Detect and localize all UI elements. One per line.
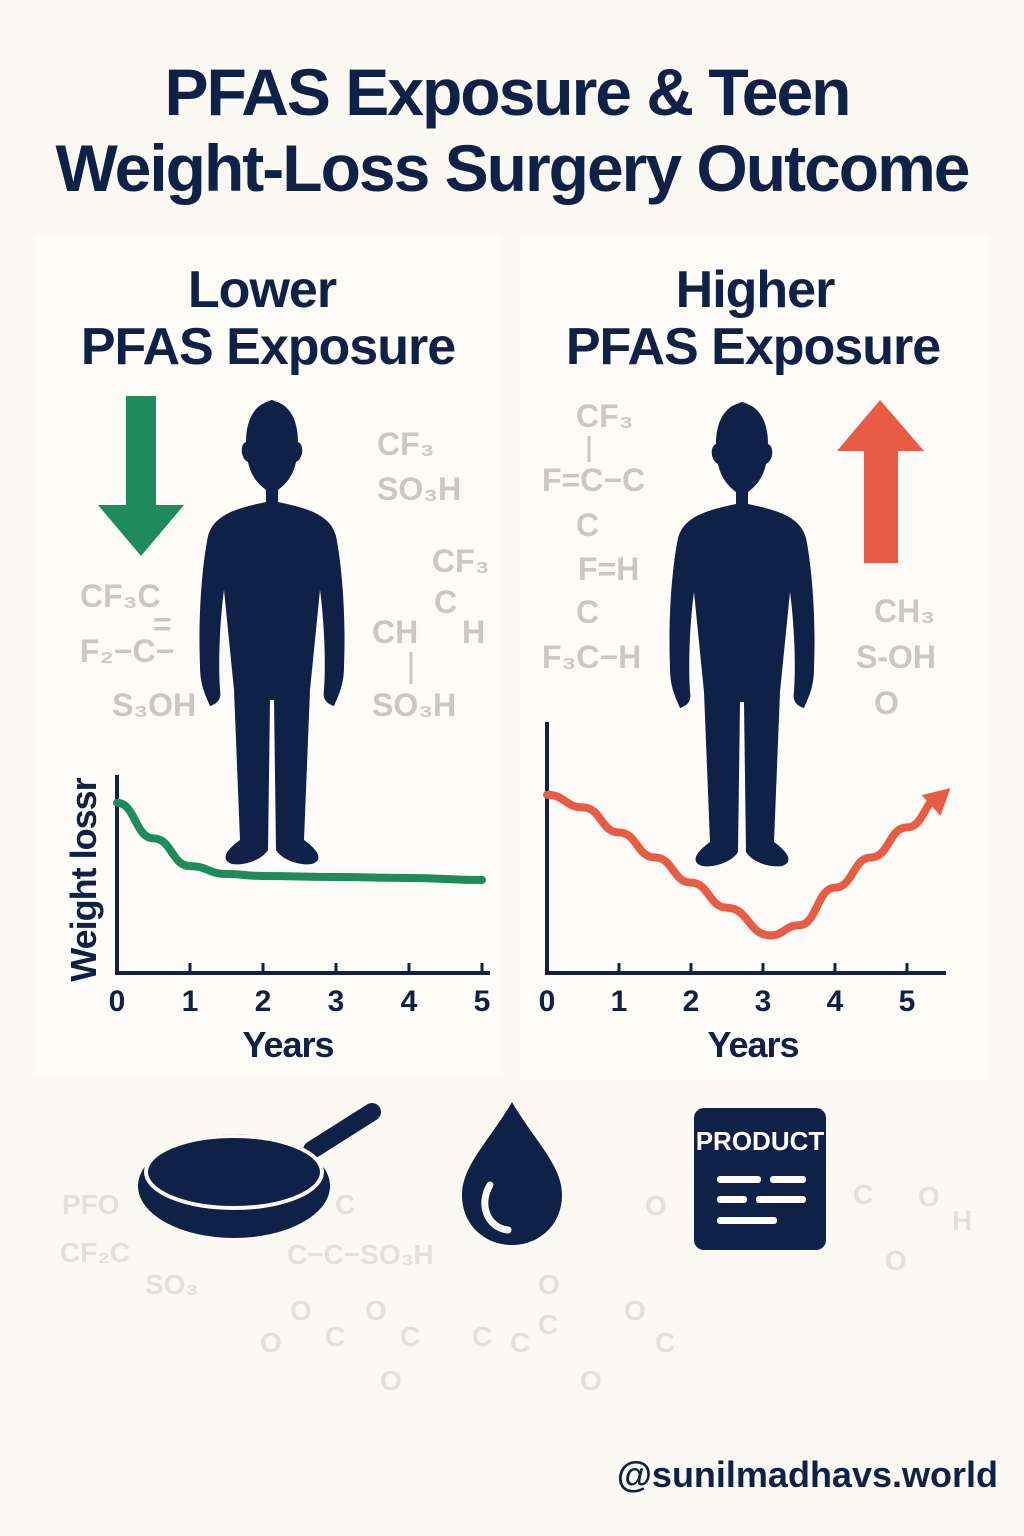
chem-label: C−C−SO₃H — [287, 1239, 434, 1270]
chem-label: C — [400, 1321, 420, 1352]
chem-label: CH₃ — [874, 593, 935, 629]
chem-label: C — [576, 507, 599, 543]
chem-label: O — [260, 1327, 282, 1358]
chem-label: S₃OH — [112, 687, 196, 723]
x-tick-label: 4 — [401, 985, 418, 1018]
chem-label: CF₃ — [576, 398, 633, 434]
chem-label: O — [918, 1181, 940, 1212]
x-tick-label: 3 — [755, 985, 772, 1018]
chem-label: F₂−C− — [80, 633, 174, 669]
left-panel-title-2: PFAS Exposure — [81, 318, 455, 376]
arrow-down-icon — [98, 396, 184, 556]
chem-label: H — [462, 614, 485, 650]
frying-pan-icon — [138, 1103, 381, 1238]
chem-label: O — [290, 1295, 312, 1326]
chem-label: F=C−C — [542, 462, 645, 498]
x-tick-label: 2 — [683, 985, 700, 1018]
chem-label: H — [952, 1205, 972, 1236]
chem-label: CF₃C — [80, 578, 161, 614]
x-tick-label: 0 — [539, 985, 556, 1018]
series-line — [543, 790, 947, 940]
chem-label: C — [510, 1327, 530, 1358]
x-tick-label: 0 — [109, 985, 126, 1018]
left-chem-formulas: CF₃ SO₃H CF₃C = F₂−C− S₃OH CF₃ C CH H SO… — [80, 426, 489, 723]
chem-label: C — [434, 584, 457, 620]
author-handle: @sunilmadhavs.world — [617, 1454, 998, 1495]
chem-label: C — [655, 1327, 675, 1358]
product-label-text: PRODUCT — [696, 1126, 825, 1156]
chem-label: O — [538, 1269, 560, 1300]
chem-label: C — [472, 1321, 492, 1352]
chem-label: O — [624, 1295, 646, 1326]
y-axis-label: Weight lossr — [63, 777, 104, 981]
title-line-1: PFAS Exposure & Teen — [165, 55, 850, 129]
chem-label: F₃C−H — [542, 639, 641, 675]
bottom-chem-formulas: PFO CF₂C SO₃ C C−C−SO₃H O O C O C O C C … — [60, 1179, 972, 1396]
teen-silhouette-right — [669, 402, 815, 867]
x-tick-label: 5 — [474, 985, 491, 1018]
series-arrowhead — [921, 788, 951, 816]
chem-label: SO₃H — [372, 687, 456, 723]
right-panel-title-1: Higher — [676, 261, 835, 319]
right-chem-formulas: CF₃ F=C−C C F=H C F₃C−H CH₃ S-OH O — [542, 398, 936, 721]
x-tick-label: 2 — [255, 985, 272, 1018]
x-axis-label: Years — [707, 1024, 798, 1065]
chem-label: SO₃ — [145, 1269, 198, 1300]
chem-label: PFO — [62, 1189, 120, 1220]
teen-silhouette-left — [199, 400, 345, 865]
chem-label: O — [580, 1365, 602, 1396]
chem-label: O — [645, 1190, 667, 1221]
left-chart: Weight lossr Years 0 1 2 3 4 5 — [63, 775, 490, 1065]
chem-label: CF₃ — [377, 426, 434, 462]
arrow-up-icon — [837, 400, 924, 563]
title-line-2: Weight-Loss Surgery Outcome — [56, 131, 969, 205]
x-tick-label: 1 — [182, 985, 199, 1018]
x-tick-label: 3 — [328, 985, 345, 1018]
x-axis-label: Years — [242, 1024, 333, 1065]
x-tick-label: 4 — [827, 985, 844, 1018]
product-label-icon: PRODUCT — [694, 1108, 826, 1250]
chem-label: CF₂C — [60, 1237, 130, 1268]
chem-label: CF₃ — [432, 543, 489, 579]
chem-label: C — [853, 1179, 873, 1210]
chem-label: C — [538, 1309, 558, 1340]
chem-label: CH — [372, 614, 418, 650]
chem-label: F=H — [578, 551, 639, 587]
chem-label: C — [325, 1321, 345, 1352]
chem-label: O — [365, 1295, 387, 1326]
x-tick-label: 5 — [899, 985, 916, 1018]
right-chart: Years 0 1 2 3 4 5 — [539, 722, 951, 1065]
chem-label: SO₃H — [377, 471, 461, 507]
chem-label: = — [153, 606, 172, 642]
chem-label: O — [885, 1245, 907, 1276]
water-drop-highlight — [481, 1181, 512, 1234]
series-line — [113, 798, 486, 884]
x-tick-label: 1 — [611, 985, 628, 1018]
water-drop-icon — [462, 1102, 562, 1245]
chem-label: O — [380, 1365, 402, 1396]
right-panel-title-2: PFAS Exposure — [566, 318, 940, 376]
chem-label: C — [335, 1189, 355, 1220]
chem-label: S-OH — [856, 639, 936, 675]
left-panel-title-1: Lower — [188, 261, 337, 319]
chem-label: O — [874, 685, 899, 721]
chem-label: C — [576, 594, 599, 630]
